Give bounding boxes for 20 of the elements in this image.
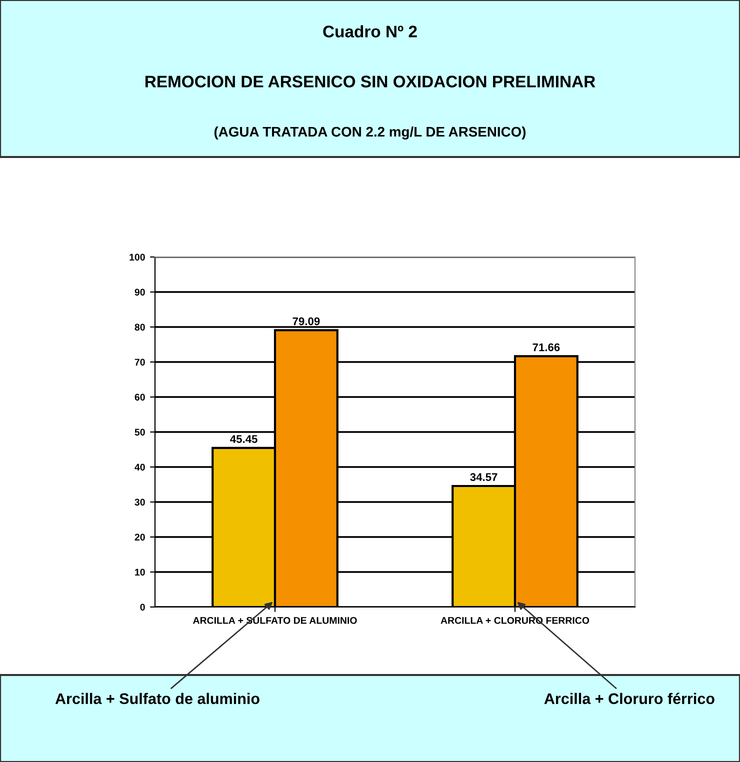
y-tick-label: 100 — [130, 254, 145, 261]
y-tick-label: 90 — [134, 288, 145, 296]
y-tick-label: 70 — [134, 358, 145, 366]
annotation: Arcilla + Sulfato de aluminio — [55, 692, 260, 704]
data-label: 71.66 — [532, 343, 560, 352]
y-tick-label: 10 — [135, 568, 145, 576]
annotation: Arcilla + Cloruro férrico — [544, 692, 714, 704]
y-tick-label: 50 — [134, 428, 145, 436]
chart-subtitle: REMOCION DE ARSENICO SIN OXIDACION PRELIMINAR — [145, 76, 596, 88]
data-label: 34.57 — [470, 473, 498, 482]
y-tick-label: 20 — [134, 534, 145, 541]
text: (AGUA TRATADA CON 2.2 mg/L DE ARSENICO) — [214, 126, 526, 140]
y-tick-label: 60 — [134, 394, 145, 401]
data-label: 45.45 — [230, 435, 258, 443]
chart-title: Cuadro Nº 2 — [323, 25, 417, 38]
y-tick-label: 30 — [134, 498, 145, 506]
data-label: 79.09 — [292, 317, 320, 326]
y-tick-label: 0 — [140, 604, 145, 611]
y-tick-label: 80 — [134, 324, 145, 331]
y-tick-label: 40 — [134, 464, 145, 471]
